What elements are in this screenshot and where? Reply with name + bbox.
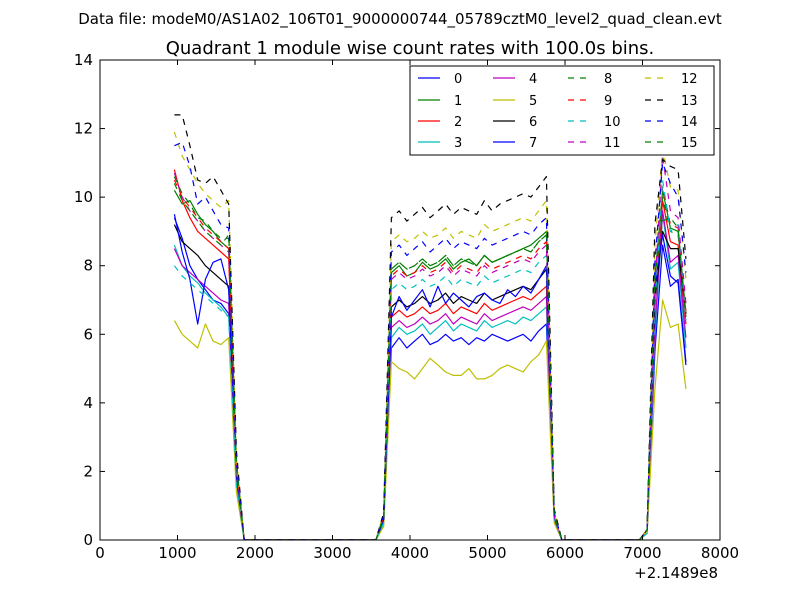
legend-label-12: 12: [681, 72, 698, 87]
series-line-4: [173, 210, 687, 540]
series-line-13: [174, 114, 687, 540]
legend-label-14: 14: [681, 115, 698, 130]
series-line-10: [173, 179, 687, 540]
x-axis-offset-label: +2.1489e8: [634, 564, 718, 582]
series-line-0: [173, 217, 687, 540]
legend-label-15: 15: [681, 136, 698, 151]
series-layer: [173, 114, 687, 540]
legend-label-4: 4: [529, 72, 537, 87]
legend-label-8: 8: [604, 72, 612, 87]
x-axis: 0 1000 2000 3000 4000 5000 6000 7000 8000: [95, 60, 739, 562]
series-line-2: [173, 169, 687, 540]
series-line-11: [173, 155, 687, 540]
chart-title: Quadrant 1 module wise count rates with …: [166, 38, 655, 59]
series-line-8: [173, 176, 687, 540]
y-tick-label: 14: [74, 51, 93, 69]
plot-area: 0 1000 2000 3000 4000 5000 6000 7000 8000 0 2 4 6 8 1…: [74, 51, 739, 562]
y-tick-label: 6: [83, 325, 93, 343]
x-tick-label: 6000: [546, 544, 584, 562]
x-tick-label: 5000: [468, 544, 506, 562]
x-tick-label: 4000: [391, 544, 429, 562]
series-line-3: [173, 213, 687, 540]
x-tick-label: 2000: [236, 544, 274, 562]
x-tick-label: 8000: [701, 544, 739, 562]
legend-label-6: 6: [529, 115, 537, 130]
x-tick-label: 1000: [158, 544, 196, 562]
series-line-6: [173, 224, 687, 540]
series-line-7: [173, 214, 687, 540]
series-line-14: [174, 141, 687, 540]
x-tick-label: 0: [95, 544, 105, 562]
legend-label-1: 1: [454, 94, 462, 109]
x-tick-label: 7000: [623, 544, 661, 562]
series-line-1: [173, 189, 687, 540]
legend-label-3: 3: [454, 136, 462, 151]
legend-label-11: 11: [604, 136, 621, 151]
y-tick-label: 4: [83, 394, 93, 412]
legend-label-2: 2: [454, 115, 462, 130]
legend-label-0: 0: [454, 72, 462, 87]
y-tick-label: 12: [74, 120, 93, 138]
legend-frame: [409, 65, 715, 156]
series-line-5: [173, 299, 687, 540]
x-tick-label: 3000: [313, 544, 351, 562]
legend-label-13: 13: [681, 94, 698, 109]
y-tick-label: 2: [83, 462, 93, 480]
y-tick-label: 10: [74, 188, 93, 206]
figure-supertitle: Data file: modeM0/AS1A02_106T01_90000007…: [78, 10, 722, 29]
legend-label-10: 10: [604, 115, 621, 130]
y-tick-label: 8: [83, 257, 93, 275]
legend-label-5: 5: [529, 94, 537, 109]
y-tick-label: 0: [83, 531, 93, 549]
legend-label-7: 7: [529, 136, 537, 151]
legend-label-9: 9: [604, 94, 612, 109]
